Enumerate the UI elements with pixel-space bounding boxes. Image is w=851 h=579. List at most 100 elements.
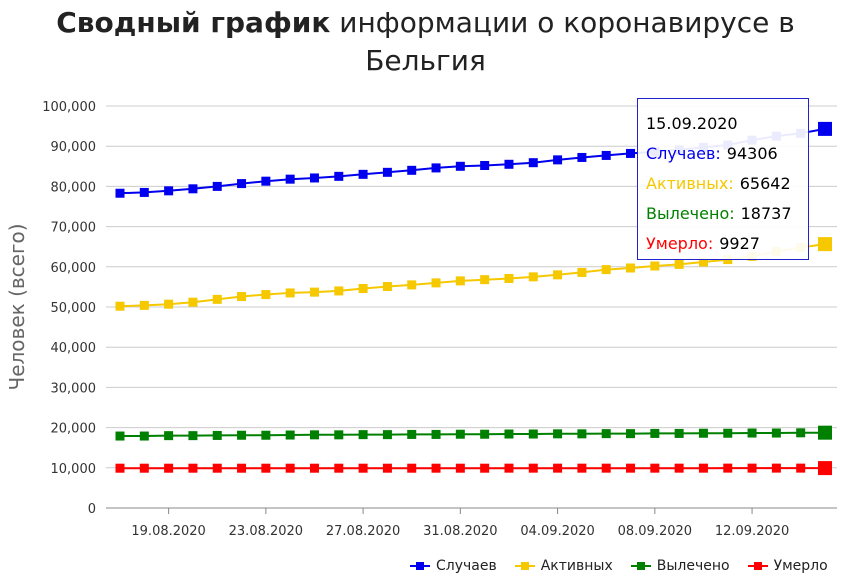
data-point [796, 463, 806, 473]
data-point [139, 431, 149, 441]
data-point [334, 463, 344, 473]
data-point [237, 292, 247, 302]
y-tick-label: 90,000 [51, 140, 97, 155]
legend-item-cases[interactable]: Случаев [410, 558, 497, 574]
data-point [261, 463, 271, 473]
data-point [698, 257, 708, 267]
data-point [285, 430, 295, 440]
tooltip-row-active: Активных: 65642 [646, 169, 808, 199]
y-tick-label: 30,000 [51, 381, 97, 396]
data-point [528, 272, 538, 282]
data-point [139, 300, 149, 310]
legend-label-active: Активных [540, 558, 613, 574]
legend-item-active[interactable]: Активных [514, 558, 613, 574]
x-tick-label: 04.09.2020 [520, 524, 594, 539]
data-point [528, 158, 538, 168]
data-point [601, 150, 611, 160]
data-point [455, 161, 465, 171]
legend-label-cases: Случаев [436, 558, 497, 574]
data-point [115, 301, 125, 311]
data-point [164, 186, 174, 196]
data-point [188, 431, 198, 441]
data-point [553, 270, 563, 280]
legend-item-deaths[interactable]: Умерло [747, 558, 828, 574]
data-point [309, 430, 319, 440]
x-tick-label: 27.08.2020 [326, 524, 400, 539]
data-point [164, 299, 174, 309]
data-point [480, 429, 490, 439]
legend-label-recovered: Вылечено [656, 558, 730, 574]
data-point [237, 463, 247, 473]
data-point [334, 171, 344, 181]
data-point [480, 463, 490, 473]
data-point [601, 463, 611, 473]
data-point [577, 463, 587, 473]
data-point [407, 165, 417, 175]
data-point [407, 280, 417, 290]
data-point [626, 148, 636, 158]
y-tick-label: 10,000 [51, 462, 97, 477]
data-point [771, 463, 781, 473]
data-point [212, 430, 222, 440]
data-point [212, 294, 222, 304]
legend-swatch-deaths [747, 560, 768, 572]
x-tick-label: 23.08.2020 [229, 524, 303, 539]
data-point [237, 430, 247, 440]
x-tick-label: 31.08.2020 [423, 524, 497, 539]
legend-swatch-active [514, 560, 535, 572]
legend-swatch-recovered [630, 560, 651, 572]
chart-tooltip: 15.09.2020 Случаев: 94306 Активных: 65642 … [637, 98, 809, 260]
data-point [431, 429, 441, 439]
data-point [237, 179, 247, 189]
data-point [698, 428, 708, 438]
data-point [601, 429, 611, 439]
data-point [188, 463, 198, 473]
data-point [115, 463, 125, 473]
data-point [139, 463, 149, 473]
data-point [455, 463, 465, 473]
y-tick-label: 100,000 [42, 100, 96, 115]
data-point [818, 461, 832, 476]
tooltip-active-label: Активных: [646, 174, 734, 193]
tooltip-row-cases: Случаев: 94306 [646, 139, 808, 169]
data-point [577, 152, 587, 162]
data-point [553, 463, 563, 473]
tooltip-row-recovered: Вылечено: 18737 [646, 199, 808, 229]
data-point [188, 297, 198, 307]
tooltip-recovered-value: 18737 [740, 204, 792, 223]
data-point [504, 429, 514, 439]
data-point [723, 463, 733, 473]
data-point [164, 463, 174, 473]
data-point [528, 429, 538, 439]
data-point [480, 275, 490, 285]
data-point [431, 163, 441, 173]
data-point [504, 159, 514, 169]
data-point [455, 429, 465, 439]
data-point [577, 429, 587, 439]
data-point [601, 265, 611, 275]
data-point [334, 430, 344, 440]
data-point [358, 463, 368, 473]
x-tick-label: 08.09.2020 [618, 524, 692, 539]
data-point [407, 463, 417, 473]
data-point [334, 286, 344, 296]
data-point [796, 428, 806, 438]
data-point [626, 429, 636, 439]
data-point [358, 284, 368, 294]
data-point [747, 428, 757, 438]
chart-legend: Случаев Активных Вылечено Умерло [410, 558, 828, 574]
data-point [626, 263, 636, 273]
data-point [650, 428, 660, 438]
data-point [698, 463, 708, 473]
data-point [212, 181, 222, 191]
y-tick-label: 80,000 [51, 180, 97, 195]
legend-item-recovered[interactable]: Вылечено [630, 558, 730, 574]
data-point [309, 463, 319, 473]
x-tick-label: 12.09.2020 [715, 524, 789, 539]
y-tick-label: 40,000 [51, 341, 97, 356]
data-point [382, 463, 392, 473]
title-line2: Бельгия [365, 44, 486, 77]
data-point [818, 425, 832, 440]
data-point [382, 167, 392, 177]
